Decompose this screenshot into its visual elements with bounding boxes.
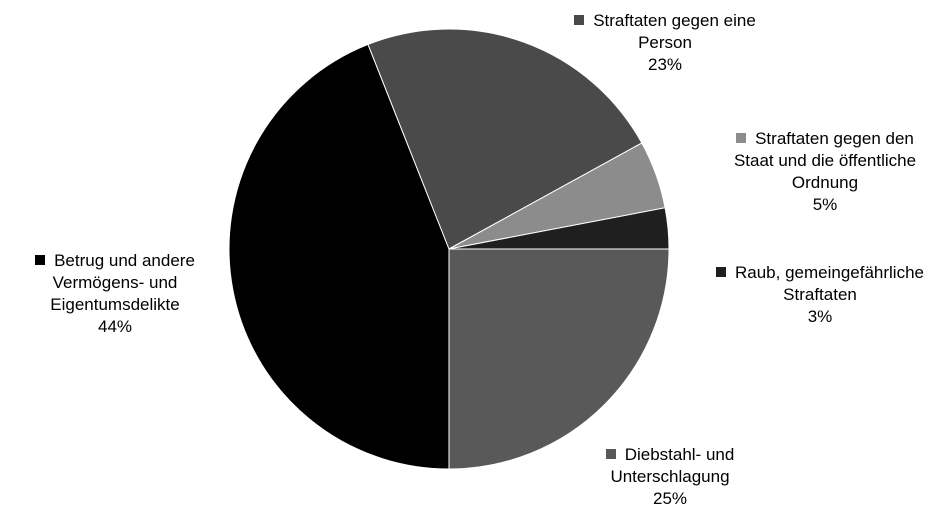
pie-slice — [367, 28, 643, 250]
pie-slice — [448, 248, 670, 470]
slice-label: Raub, gemeingefährliche Straftaten 3% — [685, 262, 952, 328]
slice-label: Straftaten gegen eine Person 23% — [553, 10, 778, 76]
category-name: Raub, gemeingefährliche Straftaten — [734, 263, 924, 304]
legend-marker — [736, 133, 747, 143]
slice-label: Straftaten gegen den Staat und die öffen… — [716, 128, 934, 216]
legend-marker — [715, 267, 726, 277]
value-label: 44% — [97, 317, 133, 336]
value-label: 3% — [807, 307, 833, 326]
pie-slice — [228, 43, 450, 470]
pie-slice — [448, 207, 670, 250]
value-label: 25% — [652, 489, 688, 508]
category-name: Diebstahl- und Unterschlagung — [610, 445, 735, 486]
slice-label: Betrug und andere Vermögens- und Eigentu… — [5, 250, 225, 338]
category-name: Straftaten gegen den Staat und die öffen… — [733, 129, 917, 192]
category-name: Betrug und andere Vermögens- und Eigentu… — [50, 251, 195, 314]
category-name: Straftaten gegen eine Person — [593, 11, 756, 52]
legend-marker — [35, 255, 46, 265]
slice-label: Diebstahl- und Unterschlagung 25% — [570, 444, 770, 510]
value-label: 5% — [812, 195, 838, 214]
legend-marker — [605, 449, 616, 459]
value-label: 23% — [647, 55, 683, 74]
legend-marker — [574, 15, 585, 25]
